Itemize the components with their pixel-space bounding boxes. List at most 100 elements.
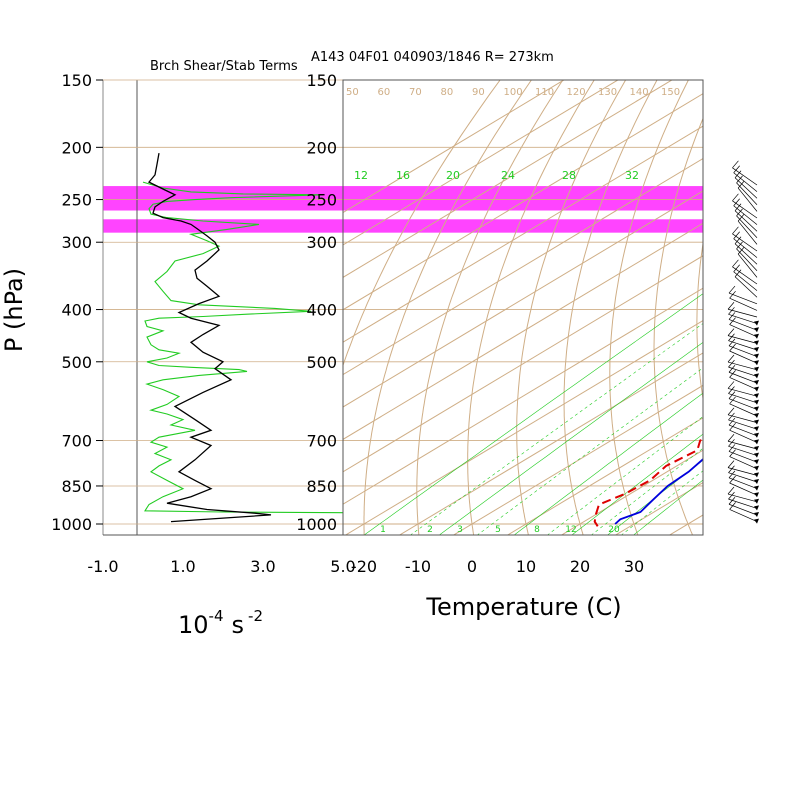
mixing-bottom-label-2: 2 [427,525,433,535]
wind-barb-shaft-24 [727,335,758,344]
svg-text:10-4s-2: 10-4 s -2 [178,607,263,639]
isotherm--90 [343,93,703,311]
dry-adiabat--20 [363,80,533,535]
wind-barb-shaft-20 [727,308,758,318]
left-panel: -1.0 1.0 3.0 5.0 150 200 250 300 400 500 700 850 10… [51,71,355,576]
right-pressure-tick-labels: 150 200 250 300 400 500 700 850 1000 [296,71,337,534]
wind-barb-flag-23 [729,317,736,325]
wind-barb-16 [733,264,758,291]
wind-barbs [727,160,759,524]
wind-barb-flag-24 [727,328,735,336]
isotherm-30 [614,482,703,535]
mixing-bottom-label-8: 8 [534,525,540,535]
isotherm--110 [343,80,619,246]
wind-barb-flag-48 [727,486,735,495]
wind-barb-tip-29 [754,373,759,379]
mixing-ratio-line-16 [571,433,703,535]
right-ytick-label-150: 150 [306,71,337,90]
mixing-ratio-line-1 [363,293,703,535]
wind-barb-flag-21 [728,307,735,315]
wind-barb-shaft-34 [728,398,758,410]
right-band-1 [343,219,703,233]
wind-barb-tip-24 [754,340,759,346]
wind-barb-49 [728,491,759,511]
wind-barb-flag-15 [732,259,739,268]
wind-barb-flag-3 [736,175,743,184]
wind-barb-tip-32 [754,393,759,399]
dry-adiabat-40 [653,117,703,535]
wind-barb-tip-36 [754,419,759,425]
wind-barb-shaft-0 [732,167,758,186]
temperature-tick-labels: -20 -10 0 10 20 30 [351,557,644,576]
temperature-line [614,458,703,525]
wind-barb-45 [728,465,759,484]
wind-barb-flag-17 [734,269,742,277]
wind-barb-tip-47 [754,492,759,498]
mixing-ratio-top-labels: 12 16 20 24 28 32 [354,169,639,182]
wind-barb-flag-6 [733,198,740,206]
wind-barb-flag-42 [728,444,736,452]
wind-barb-shaft-32 [727,388,758,397]
wind-barb-flag-4 [737,180,745,189]
wind-barb-1 [733,165,758,192]
left-ytick-label-150: 150 [61,71,92,90]
left-pressure-grid [96,79,343,525]
wind-barb-shaft-18 [728,292,758,305]
stability-term-line [142,181,344,514]
wind-barb-shaft-8 [736,215,758,239]
wind-barb-flag-30 [728,365,736,373]
isotherm--10 [398,352,703,535]
wind-barb-tip-48 [754,498,759,504]
wind-barb-shaft-50 [728,503,758,516]
wind-barb-shaft-31 [729,377,758,390]
dry-adiabat-70 [779,64,800,536]
wind-barb-0 [732,160,758,186]
wind-barb-24 [727,328,759,346]
temp-tick-label-0: 0 [467,557,477,576]
right-ytick-label-400: 400 [306,301,337,320]
right-ytick-label-1000: 1000 [296,515,337,534]
mixing-bottom-label-3: 3 [457,525,463,535]
wind-barb-shaft-22 [728,319,758,331]
right-panel: 50 60 70 80 90 100 110 120 130 140 150 12 16 20 24 28 3… [296,64,800,576]
wind-barb-flag-36 [727,407,735,416]
wind-barb-46 [728,470,759,491]
dry-adiabat-10 [516,80,627,535]
isotherm-0 [452,384,703,535]
wind-barb-26 [728,338,759,359]
isotherm--50 [343,222,703,440]
wind-barb-22 [728,312,759,333]
wind-barb-flag-7 [734,203,742,211]
wind-barb-tip-45 [754,479,759,484]
wind-barb-43 [729,449,759,471]
isotherm--30 [343,287,703,505]
wind-barb-flag-14 [737,246,745,255]
theta-label-130: 130 [598,87,617,98]
wind-barb-shaft-44 [727,467,758,476]
mixing-top-label-32: 32 [625,169,639,182]
temp-tick-label--10: -10 [405,557,431,576]
wind-barb-flag-10 [732,226,739,235]
theta-label-60: 60 [378,87,391,98]
wind-barb-shaft-21 [728,313,758,324]
wind-barb-tip-51 [754,518,759,524]
wind-barb-tip-46 [754,485,759,491]
right-ytick-label-300: 300 [306,233,337,252]
wind-barb-tip-21 [754,320,759,326]
mixing-top-label-12: 12 [354,169,368,182]
wind-barb-tip-41 [754,452,759,458]
wind-barb-flag-11 [733,231,740,239]
wind-barb-shaft-15 [732,266,758,285]
dry-adiabat-50 [696,240,703,402]
wind-barb-shaft-41 [728,445,758,456]
wind-barb-shaft-13 [736,248,758,272]
wind-barb-shaft-19 [729,297,758,311]
wind-barb-shaft-10 [732,233,758,252]
dry-adiabat-30 [609,80,689,535]
wind-barb-flag-31 [729,370,736,378]
mixing-ratio-line-8 [513,392,703,535]
mixing-bottom-label-1: 1 [380,525,386,535]
wind-barb-2 [734,170,758,199]
wind-barb-flag-1 [733,165,740,173]
wind-barb-flag-40 [727,434,735,442]
